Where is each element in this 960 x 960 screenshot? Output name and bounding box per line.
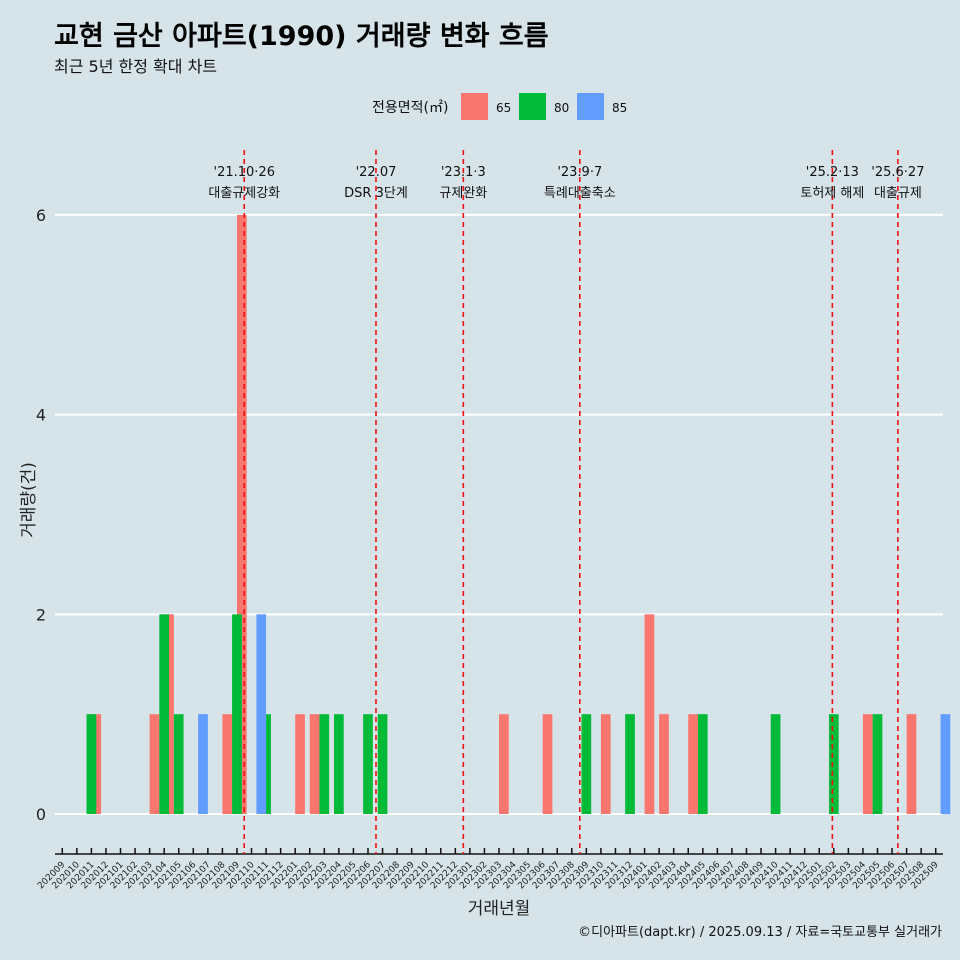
y-tick-label: 6 xyxy=(36,206,46,225)
bar-80 xyxy=(159,614,170,815)
event-date-label: '25.2·13 xyxy=(806,165,859,180)
event-label: 토허제 해제 xyxy=(800,186,864,201)
bar-65 xyxy=(542,714,553,815)
event-label: 대출규제 xyxy=(874,186,922,201)
bar-80 xyxy=(770,714,781,815)
bar-65 xyxy=(600,714,611,815)
bar-65 xyxy=(659,714,669,815)
bar-80 xyxy=(828,714,839,815)
bar-65 xyxy=(149,714,160,815)
y-tick-label: 0 xyxy=(36,805,46,824)
chart-caption: ©디아파트(dapt.kr) / 2025.09.13 / 자료=국토교통부 실… xyxy=(578,925,942,940)
legend-label: 80 xyxy=(554,101,569,115)
bar-65 xyxy=(688,714,698,815)
chart-subtitle: 최근 5년 한정 확대 차트 xyxy=(54,57,218,76)
event-label: DSR 3단계 xyxy=(344,186,408,201)
bar-65 xyxy=(309,714,320,815)
event-label: 특례대출축소 xyxy=(544,186,616,201)
legend-swatch-65 xyxy=(461,93,488,120)
bar-80 xyxy=(363,714,373,815)
event-date-label: '25.6·27 xyxy=(871,165,924,180)
bar-65 xyxy=(295,714,305,815)
bar-65 xyxy=(906,714,917,815)
x-axis-title: 거래년월 xyxy=(468,899,531,919)
bar-65 xyxy=(222,714,233,815)
legend-swatch-80 xyxy=(519,93,546,120)
bar-65 xyxy=(499,714,509,815)
y-axis-title: 거래량(건) xyxy=(19,462,39,538)
legend-label: 85 xyxy=(612,101,627,115)
event-date-label: '23.9·7 xyxy=(557,165,602,180)
chart-title: 교현 금산 아파트(1990) 거래량 변화 흐름 xyxy=(54,21,549,52)
bar-65 xyxy=(862,714,873,815)
bar-65 xyxy=(164,614,174,815)
legend-label: 65 xyxy=(496,101,511,115)
bar-80 xyxy=(86,714,97,815)
bar-80 xyxy=(232,614,242,815)
event-date-label: '23.1·3 xyxy=(441,165,486,180)
event-date-label: '22.07 xyxy=(356,165,397,180)
bar-80 xyxy=(334,714,344,815)
bar-80 xyxy=(697,714,708,815)
bar-80 xyxy=(625,714,635,815)
bar-65 xyxy=(644,614,655,815)
bar-80 xyxy=(377,714,388,815)
y-tick-label: 4 xyxy=(36,406,46,425)
event-date-label: '21.10·26 xyxy=(214,165,275,180)
bar-80 xyxy=(173,714,184,815)
bar-85 xyxy=(256,614,267,815)
bar-80 xyxy=(319,714,330,815)
bar-85 xyxy=(198,714,208,815)
bar-80 xyxy=(872,714,883,815)
bar-85 xyxy=(940,714,951,815)
y-tick-label: 2 xyxy=(36,605,46,624)
legend-title: 전용면적(㎡) xyxy=(372,100,448,116)
bar-80 xyxy=(581,714,592,815)
bar-65 xyxy=(236,214,247,815)
event-label: 대출규제강화 xyxy=(208,186,280,201)
legend-swatch-85 xyxy=(577,93,604,120)
event-label: 규제완화 xyxy=(439,186,487,201)
